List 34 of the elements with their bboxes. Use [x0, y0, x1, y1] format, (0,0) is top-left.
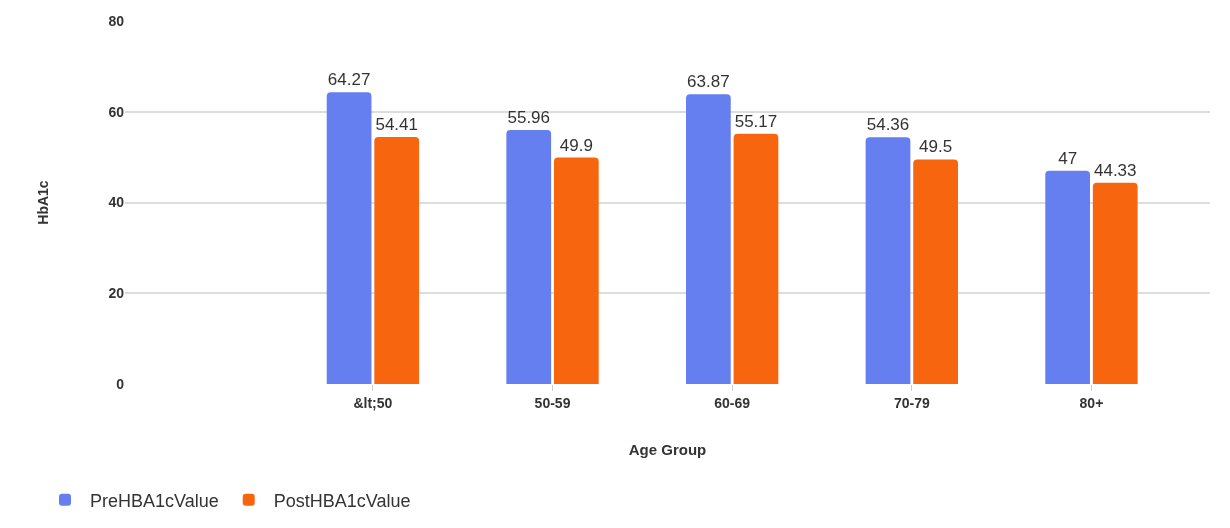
- data-label: 54.41: [375, 115, 418, 135]
- data-label: 63.87: [687, 72, 730, 92]
- bar: [1045, 170, 1091, 384]
- bar: [553, 157, 599, 384]
- bar: [733, 133, 779, 384]
- data-label: 47: [1058, 148, 1078, 168]
- bar: [374, 137, 420, 384]
- bar: [865, 137, 911, 384]
- data-label: 55.96: [507, 108, 551, 128]
- y-tick-label: 40: [108, 194, 125, 211]
- bar: [326, 92, 372, 384]
- data-label: 44.33: [1093, 160, 1137, 180]
- bar: [506, 130, 552, 384]
- data-label: 55.17: [734, 111, 778, 131]
- y-tick-label: 0: [116, 375, 125, 392]
- bar: [1092, 182, 1138, 384]
- data-label: 54.36: [866, 115, 910, 135]
- x-tick-label: &lt;50: [353, 394, 393, 411]
- x-tick-label: 60-69: [714, 394, 751, 411]
- y-tick-label: 80: [108, 12, 125, 29]
- data-label: 49.5: [919, 137, 953, 157]
- x-axis-title: Age Group: [628, 440, 707, 458]
- y-tick-label: 60: [108, 103, 125, 120]
- legend-label: PostHBA1cValue: [273, 490, 411, 511]
- data-label: 49.9: [559, 135, 593, 155]
- y-axis-title: HbA1c: [35, 180, 52, 225]
- y-tick-label: 20: [108, 285, 125, 302]
- bar: [685, 94, 731, 384]
- x-tick-label: 70-79: [893, 394, 930, 411]
- legend-label: PreHBA1cValue: [90, 490, 219, 511]
- x-tick-label: 50-59: [534, 394, 571, 411]
- x-tick-label: 80+: [1079, 394, 1104, 411]
- bar: [913, 159, 958, 384]
- data-label: 64.27: [327, 70, 371, 90]
